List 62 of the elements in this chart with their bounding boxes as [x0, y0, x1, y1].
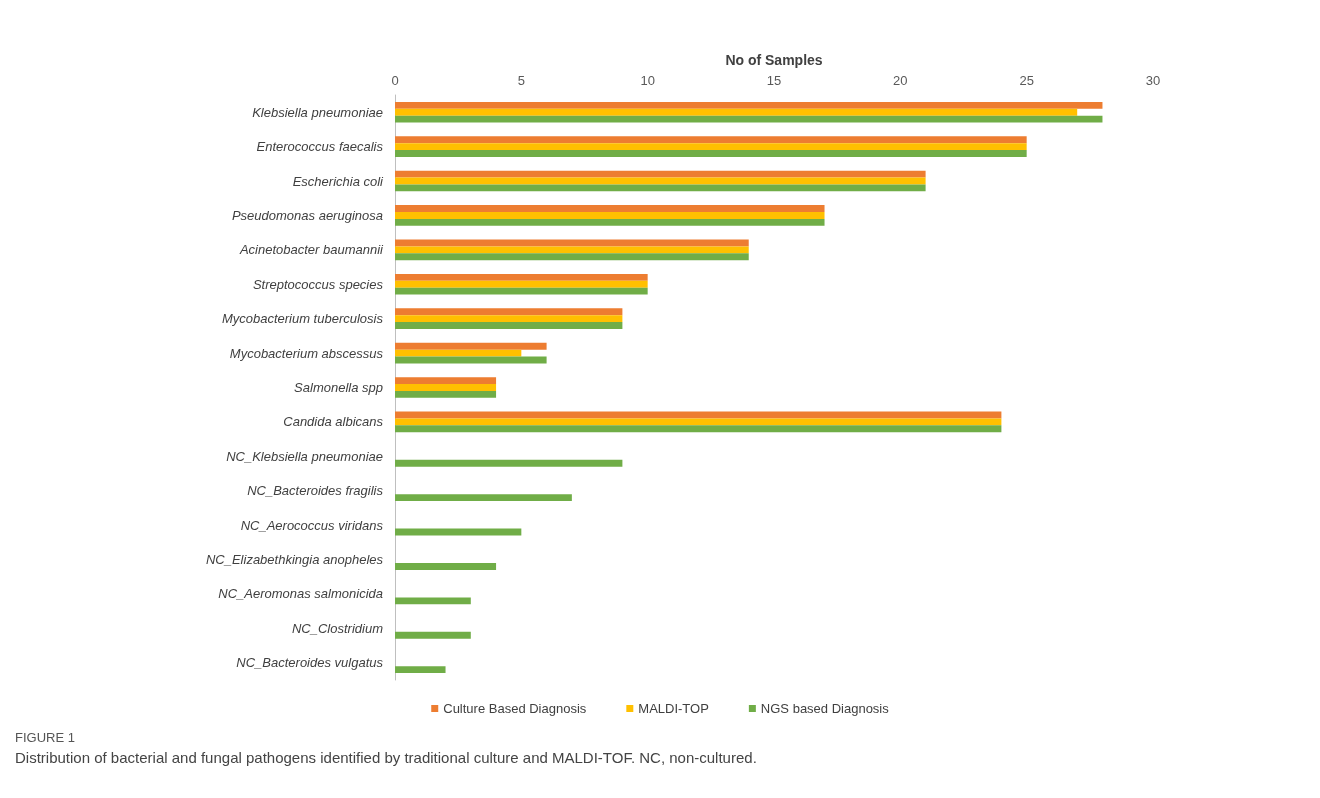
y-tick-label: Candida albicans: [283, 414, 384, 430]
y-tick-label: Mycobacterium tuberculosis: [221, 311, 384, 327]
bar: [395, 425, 1002, 433]
y-tick-label: Pseudomonas aeruginosa: [231, 207, 383, 223]
x-tick-label: 5: [517, 73, 525, 88]
bar: [395, 136, 1027, 144]
bar: [395, 308, 623, 316]
bar: [395, 218, 825, 226]
legend-label: NGS based Diagnosis: [760, 701, 890, 716]
bar: [395, 315, 623, 323]
bar: [395, 631, 471, 639]
y-tick-label: NC_Bacteroides fragilis: [247, 483, 384, 499]
bar: [395, 459, 623, 467]
bar: [395, 108, 1078, 116]
bar: [395, 115, 1103, 123]
bar: [395, 349, 522, 357]
bar: [395, 184, 926, 192]
bar: [395, 563, 497, 570]
y-tick-label: Acinetobacter baumannii: [238, 242, 385, 258]
bar: [395, 322, 623, 329]
x-tick-label: 15: [766, 73, 782, 88]
y-tick-label: Mycobacterium abscessus: [229, 345, 384, 361]
x-tick-label: 10: [640, 73, 655, 88]
x-tick-label: 0: [391, 73, 399, 88]
bar: [395, 494, 572, 502]
bar: [395, 246, 749, 254]
y-tick-label: NC_Klebsiella pneumoniae: [226, 448, 383, 464]
bar: [395, 101, 1103, 109]
bar: [395, 253, 749, 261]
x-tick-label: 30: [1145, 73, 1161, 88]
bar: [395, 205, 825, 212]
bar: [395, 342, 547, 350]
legend-label: MALDI-TOP: [638, 701, 709, 716]
y-tick-label: Escherichia coli: [292, 173, 385, 189]
bar: [395, 212, 825, 219]
bar: [395, 390, 497, 398]
y-tick-label: Enterococcus faecalis: [256, 139, 384, 155]
bar: [395, 273, 648, 281]
y-tick-label: NC_Aerococcus viridans: [240, 517, 384, 533]
bar: [395, 143, 1027, 151]
y-tick-label: NC_Clostridium: [291, 620, 384, 636]
text: Distribution of bacterial and fungal pathogens identified by traditional culture and MALDI-TOF. NC, non-cultured.: [15, 749, 758, 766]
bar: [395, 384, 497, 391]
bar: [395, 418, 1002, 426]
bar: [395, 597, 471, 605]
y-tick-label: NC_Elizabethkingia anopheles: [205, 552, 384, 568]
y-tick-label: NC_Aeromonas salmonicida: [218, 586, 383, 602]
y-tick-label: Streptococcus species: [252, 276, 384, 292]
x-tick-label: 25: [1019, 73, 1034, 88]
x-axis-title: No of Samples: [725, 52, 823, 68]
bar: [395, 287, 648, 295]
bar: [395, 666, 446, 674]
legend-label: Culture Based Diagnosis: [443, 701, 587, 716]
y-tick-label: NC_Bacteroides vulgatus: [236, 655, 384, 671]
bar: [395, 150, 1027, 157]
caption: FIGURE 1: [15, 730, 76, 745]
x-tick-label: 20: [893, 73, 908, 88]
y-tick-label: Salmonella spp: [294, 380, 383, 395]
bar: [395, 377, 497, 385]
bar: [395, 280, 648, 288]
bar: [395, 170, 926, 178]
y-tick-label: Klebsiella pneumoniae: [252, 104, 383, 120]
